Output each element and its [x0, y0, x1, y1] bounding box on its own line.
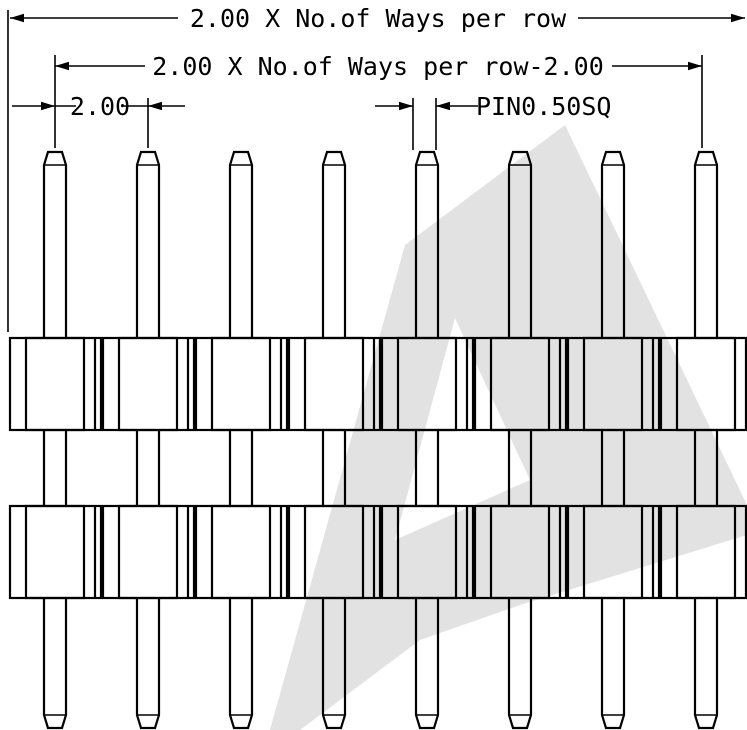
pitch-dimension: 2.00: [12, 92, 185, 148]
pin-size-label: PIN0.50SQ: [476, 92, 611, 121]
housing-row-bottom-body: [24, 504, 86, 600]
pin-top: [135, 150, 161, 338]
housing-row-top-body: [675, 336, 737, 432]
housing-row-top-block: [101, 336, 196, 432]
pin-bottom: [507, 598, 533, 730]
pin-top: [414, 150, 440, 338]
pin-size-dimension: PIN0.50SQ: [375, 92, 611, 150]
housing-group: [8, 336, 747, 600]
housing-row-bottom-body: [675, 504, 737, 600]
pitch-label: 2.00: [70, 92, 130, 121]
pin-bottom: [228, 598, 254, 730]
pin-top: [321, 150, 347, 338]
housing-row-top-body: [117, 336, 179, 432]
housing-row-top-body: [489, 336, 551, 432]
pin-middle: [42, 430, 68, 506]
pin-bottom: [135, 598, 161, 730]
pin-middle: [321, 430, 347, 506]
housing-row-top-block: [8, 336, 103, 432]
pin-middle: [600, 430, 626, 506]
housing-row-top-body: [210, 336, 272, 432]
pin-top: [693, 150, 719, 338]
pin-bottom: [600, 598, 626, 730]
housing-row-top-body: [582, 336, 644, 432]
overall-width-label: 2.00 X No.of Ways per row: [190, 4, 567, 33]
housing-row-bottom-body: [582, 504, 644, 600]
housing-row-top-body: [396, 336, 458, 432]
housing-row-bottom-block: [101, 504, 196, 600]
pin-top: [507, 150, 533, 338]
pin-bottom: [414, 598, 440, 730]
pin-bottom: [321, 598, 347, 730]
outer-pin-span-dimension: 2.00 X No.of Ways per row-2.00: [54, 52, 703, 148]
housing-row-bottom-block: [8, 504, 103, 600]
housing-row-top-body: [303, 336, 365, 432]
pin-middle: [693, 430, 719, 506]
housing-row-bottom-body: [210, 504, 272, 600]
pin-middle: [228, 430, 254, 506]
pin-bottom: [693, 598, 719, 730]
housing-row-bottom-body: [396, 504, 458, 600]
housing-row-top-body: [24, 336, 86, 432]
pin-middle: [507, 430, 533, 506]
outer-pin-span-label: 2.00 X No.of Ways per row-2.00: [152, 52, 604, 81]
pin-middle: [414, 430, 440, 506]
pins-group: [42, 150, 719, 730]
housing-row-top-block: [194, 336, 289, 432]
housing-row-bottom-body: [489, 504, 551, 600]
pin-middle: [135, 430, 161, 506]
pin-bottom: [42, 598, 68, 730]
overall-width-dimension: 2.00 X No.of Ways per row: [10, 4, 745, 33]
housing-row-bottom-block: [194, 504, 289, 600]
pin-top: [42, 150, 68, 338]
housing-row-bottom-body: [303, 504, 365, 600]
pin-top: [600, 150, 626, 338]
housing-row-bottom-body: [117, 504, 179, 600]
pin-top: [228, 150, 254, 338]
